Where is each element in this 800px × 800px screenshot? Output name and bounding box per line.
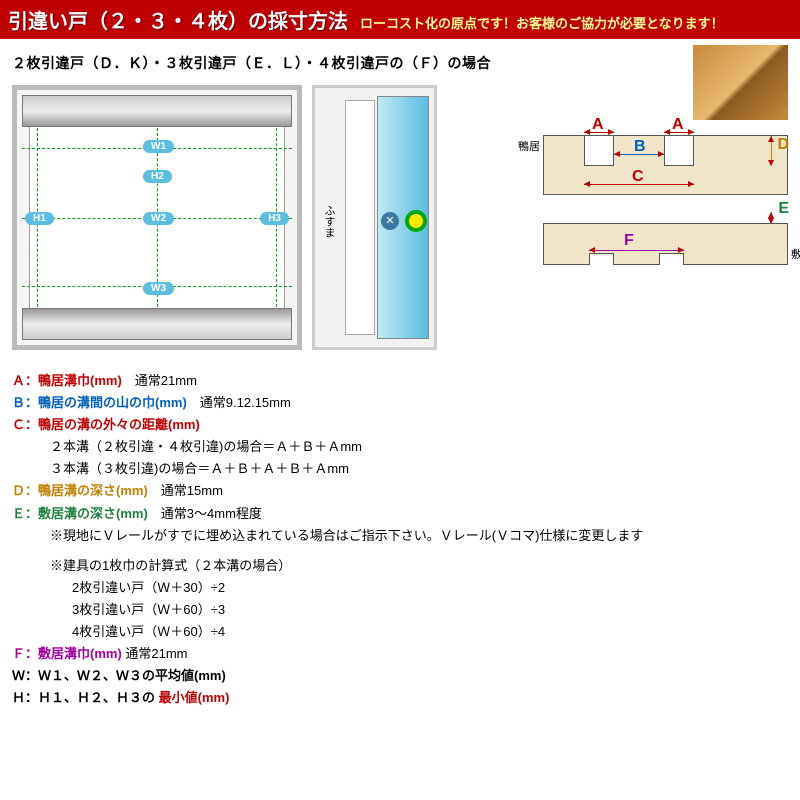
def-a-key: Ａ：鴨居溝巾(mm) bbox=[12, 373, 122, 388]
subtitle: ２枚引違戸（Ｄ．Ｋ）・３枚引違戸（Ｅ．Ｌ）・４枚引違戸の（Ｆ）の場合 bbox=[12, 53, 788, 73]
def-d-key: Ｄ：鴨居溝の深さ(mm) bbox=[12, 483, 148, 498]
label-w1: W1 bbox=[143, 140, 174, 153]
frame-diagram: W1 W2 W3 H1 H2 H3 bbox=[12, 85, 302, 350]
wood-photo bbox=[693, 45, 788, 120]
header-bar: 引違い戸（２・３・４枚）の採寸方法 ローコスト化の原点です！お客様のご協力が必要… bbox=[0, 0, 800, 39]
kamoi-block: A A B C D 鴨居 bbox=[543, 135, 788, 195]
def-e-key: Ｅ：敷居溝の深さ(mm) bbox=[12, 506, 148, 521]
definitions: Ａ：鴨居溝巾(mm) 通常21mm Ｂ：鴨居の溝間の山の巾(mm) 通常9.12… bbox=[12, 370, 788, 709]
shikii-block: E F 敷居 bbox=[543, 223, 788, 265]
rail-cross-section: A A B C D 鴨居 E F 敷居 bbox=[543, 135, 788, 265]
mark-o-icon bbox=[405, 210, 427, 232]
def-f-key: Ｆ：敷居溝巾(mm) bbox=[12, 646, 122, 661]
label-h3: H3 bbox=[260, 212, 289, 225]
def-b-key: Ｂ：鴨居の溝間の山の巾(mm) bbox=[12, 395, 187, 410]
content: ２枚引違戸（Ｄ．Ｋ）・３枚引違戸（Ｅ．Ｌ）・４枚引違戸の（Ｆ）の場合 W1 W2… bbox=[0, 39, 800, 709]
label-h1: H1 bbox=[25, 212, 54, 225]
header-sub: ローコスト化の原点です！お客様のご協力が必要となります！ bbox=[360, 13, 724, 32]
side-diagram: ふすま ✕ bbox=[312, 85, 437, 350]
header-title: 引違い戸（２・３・４枚）の採寸方法 bbox=[8, 5, 348, 34]
def-w-key: Ｗ：Ｗ１、Ｗ２、Ｗ３の平均値(mm) bbox=[12, 668, 226, 683]
fusuma-label: ふすま bbox=[321, 205, 337, 238]
label-w3: W3 bbox=[143, 282, 174, 295]
label-w2: W2 bbox=[143, 212, 174, 225]
def-c-key: Ｃ：鴨居の溝の外々の距離(mm) bbox=[12, 417, 200, 432]
top-molding bbox=[22, 95, 292, 127]
bottom-molding bbox=[22, 308, 292, 340]
label-h2: H2 bbox=[143, 170, 172, 183]
def-h-key: Ｈ：Ｈ１、Ｈ２、Ｈ３の bbox=[12, 690, 159, 705]
